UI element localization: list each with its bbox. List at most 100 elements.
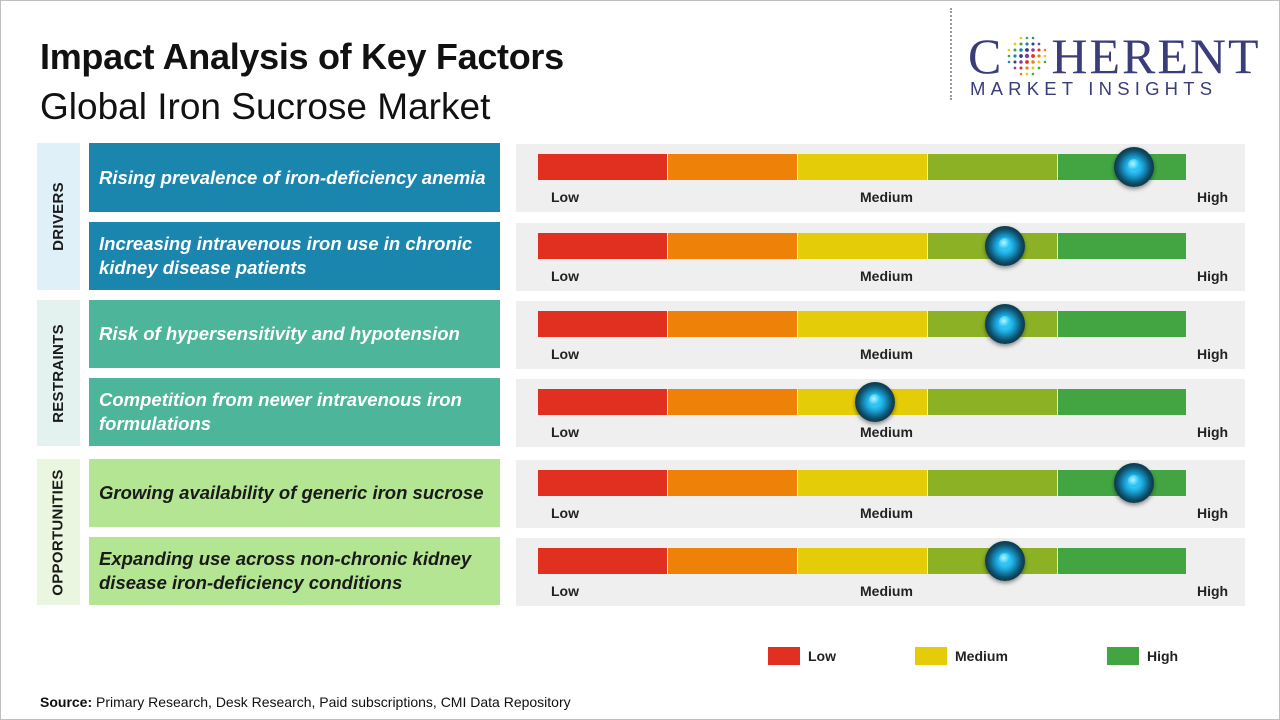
impact-marker	[984, 304, 1025, 344]
scale-label-low: Low	[551, 424, 579, 440]
gauge-segment	[668, 233, 797, 259]
impact-gauge: Low Medium High	[516, 460, 1245, 528]
logo-dot	[1026, 72, 1029, 76]
logo-wordmark-right: HERENT	[1051, 28, 1261, 84]
factor-label: Rising prevalence of iron-deficiency ane…	[89, 143, 500, 212]
scale-label-medium: Medium	[860, 424, 913, 440]
gauge-track	[538, 470, 1186, 496]
logo-dot	[1025, 48, 1030, 52]
gauge-segment	[928, 470, 1057, 496]
gauge-segment	[928, 389, 1057, 415]
gauge-segment	[798, 233, 927, 259]
legend-swatch-medium	[915, 647, 947, 665]
category-restraints: RESTRAINTS	[37, 300, 80, 446]
logo-dot	[1031, 48, 1036, 52]
gauge-segment	[798, 470, 927, 496]
header-divider	[950, 8, 952, 100]
legend-swatch-high	[1107, 647, 1139, 665]
category-opportunities: OPPORTUNITIES	[37, 459, 80, 605]
factor-label: Risk of hypersensitivity and hypotension	[89, 300, 500, 368]
legend-label-low: Low	[808, 648, 836, 664]
gauge-track	[538, 548, 1186, 574]
scale-label-low: Low	[551, 505, 579, 521]
logo-dot	[1037, 54, 1041, 58]
logo-dot	[1038, 66, 1041, 70]
scale-label-high: High	[1197, 346, 1229, 362]
factor-label: Competition from newer intravenous iron …	[89, 378, 500, 446]
logo-dot	[1013, 54, 1017, 58]
impact-gauge: Low Medium High	[516, 144, 1245, 212]
logo-dot	[1013, 48, 1017, 52]
gauge-segment	[538, 389, 667, 415]
logo-dot	[1025, 60, 1030, 64]
gauge-segment	[538, 154, 667, 180]
gauge-track	[538, 233, 1186, 259]
page-title: Impact Analysis of Key Factors	[40, 36, 564, 77]
logo-dot	[1020, 72, 1023, 76]
scale-label-high: High	[1197, 268, 1229, 284]
logo-dot	[1008, 60, 1011, 64]
logo-tagline: MARKET INSIGHTS	[970, 78, 1218, 99]
scale-label-high: High	[1197, 189, 1229, 205]
scale-label-medium: Medium	[860, 505, 913, 521]
gauge-segment	[798, 311, 927, 337]
scale-label-medium: Medium	[860, 346, 913, 362]
gauge-track	[538, 311, 1186, 337]
gauge-segment	[668, 389, 797, 415]
category-label: DRIVERS	[50, 182, 67, 251]
logo-dot	[1031, 54, 1036, 58]
scale-label-medium: Medium	[860, 583, 913, 599]
logo-dot	[1013, 60, 1017, 64]
factor-label: Increasing intravenous iron use in chron…	[89, 222, 500, 290]
logo-dot	[1044, 60, 1047, 64]
impact-gauge: Low Medium High	[516, 379, 1245, 447]
gauge-track	[538, 154, 1186, 180]
gauge-segment	[1058, 233, 1186, 259]
gauge-segment	[928, 154, 1057, 180]
logo-dot	[1044, 54, 1047, 58]
impact-marker	[854, 382, 895, 422]
category-label: OPPORTUNITIES	[50, 468, 68, 596]
scale-label-low: Low	[551, 189, 579, 205]
logo-dot-globe-icon	[1008, 36, 1047, 76]
gauge-segment	[538, 470, 667, 496]
company-logo: C HERENT MARKET INSIGHTS	[968, 30, 1263, 102]
logo-dot	[1020, 36, 1023, 40]
logo-dot	[1025, 53, 1030, 59]
gauge-segment	[798, 548, 927, 574]
legend-swatch-low	[768, 647, 800, 665]
logo-dot	[1044, 48, 1047, 52]
legend-label-high: High	[1147, 648, 1179, 664]
impact-marker	[984, 541, 1025, 581]
category-drivers: DRIVERS	[37, 143, 80, 290]
logo-dot	[1032, 36, 1035, 40]
logo-dot	[1031, 60, 1036, 64]
logo-dot	[1019, 48, 1024, 52]
gauge-segment	[668, 311, 797, 337]
page-subtitle: Global Iron Sucrose Market	[40, 86, 491, 127]
logo-dot	[1026, 36, 1029, 40]
logo-dot	[1031, 42, 1035, 46]
logo-dot	[1019, 54, 1024, 58]
impact-marker	[1114, 147, 1155, 187]
scale-label-high: High	[1197, 424, 1229, 440]
gauge-segment	[538, 233, 667, 259]
gauge-segment	[668, 154, 797, 180]
logo-dot	[1008, 54, 1011, 58]
scale-label-high: High	[1197, 505, 1229, 521]
logo-dot	[1038, 42, 1041, 46]
logo-dot	[1014, 42, 1017, 46]
gauge-segment	[798, 154, 927, 180]
logo-dot	[1032, 72, 1035, 76]
gauge-segment	[1058, 311, 1186, 337]
logo-dot	[1014, 66, 1017, 70]
logo-dot	[1019, 42, 1023, 46]
scale-label-low: Low	[551, 268, 579, 284]
logo-dot	[1008, 48, 1011, 52]
category-label: RESTRAINTS	[50, 323, 67, 423]
scale-label-low: Low	[551, 346, 579, 362]
scale-label-medium: Medium	[860, 189, 913, 205]
impact-marker	[1114, 463, 1155, 503]
legend-label-medium: Medium	[955, 648, 1008, 664]
gauge-segment	[1058, 548, 1186, 574]
